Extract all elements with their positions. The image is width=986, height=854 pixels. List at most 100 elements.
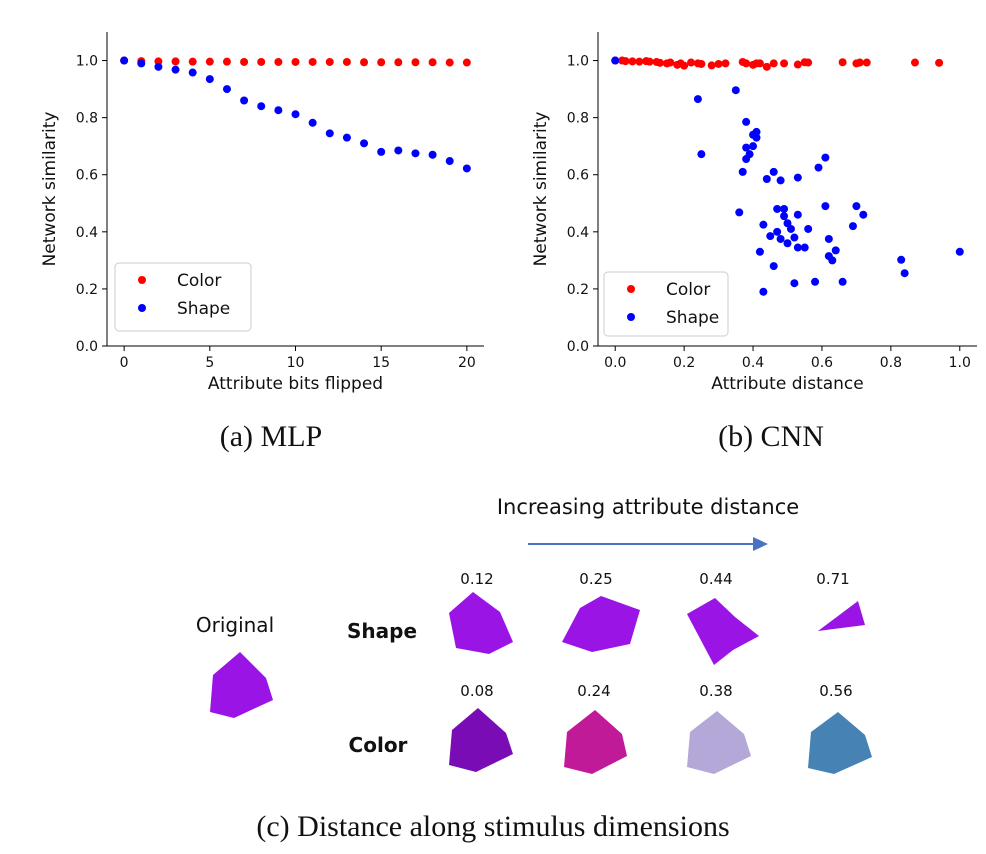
- point-color-18: [714, 59, 723, 68]
- point-color-27: [780, 59, 789, 68]
- caption-cnn: (b) CNN: [718, 420, 824, 453]
- point-shape-34: [793, 173, 802, 182]
- legend: [603, 271, 729, 337]
- y-tick-label-5: 1.0: [567, 54, 589, 70]
- x-tick-label-5: 1.0: [949, 355, 971, 371]
- x-tick-label-3: 15: [372, 355, 390, 371]
- point-shape-30: [790, 279, 799, 288]
- point-shape-43: [828, 256, 837, 265]
- point-shape-2: [154, 62, 163, 71]
- point-color-19: [721, 59, 730, 68]
- point-color-34: [862, 58, 871, 67]
- color-distance-1: 0.08: [460, 682, 493, 700]
- point-color-17: [411, 58, 420, 67]
- point-color-19: [445, 58, 454, 67]
- point-color-21: [742, 59, 751, 68]
- point-color-12: [325, 57, 334, 66]
- point-color-3: [171, 57, 180, 66]
- point-shape-29: [786, 224, 795, 233]
- shape-stimulus-4: [818, 601, 865, 631]
- point-color-33: [855, 58, 864, 67]
- point-shape-15: [759, 220, 768, 229]
- original-label: Original: [196, 613, 274, 637]
- x-tick-label-4: 20: [458, 355, 476, 371]
- stimulus-panel: Increasing attribute distance Original S…: [196, 495, 872, 774]
- x-tick-label-0: 0.0: [604, 355, 626, 371]
- point-shape-21: [773, 204, 782, 213]
- y-tick-label-2: 0.4: [567, 225, 589, 241]
- legend-marker-color: [138, 276, 146, 284]
- point-shape-41: [824, 234, 833, 243]
- arrow-label: Increasing attribute distance: [497, 495, 799, 519]
- point-shape-36: [804, 224, 813, 233]
- point-shape-17: [411, 149, 420, 158]
- point-shape-9: [274, 106, 283, 115]
- point-shape-4: [188, 68, 197, 77]
- point-color-35: [910, 58, 919, 67]
- point-shape-5: [205, 75, 214, 84]
- point-shape-49: [897, 255, 906, 264]
- point-color-15: [377, 58, 386, 67]
- y-tick-label-3: 0.6: [76, 168, 98, 184]
- caption-mlp: (a) MLP: [219, 420, 323, 453]
- point-shape-19: [445, 157, 454, 166]
- point-shape-25: [780, 204, 789, 213]
- color-distance-3: 0.38: [699, 682, 732, 700]
- x-tick-label-3: 0.6: [811, 355, 833, 371]
- point-shape-0: [611, 56, 620, 65]
- point-color-9: [274, 57, 283, 66]
- point-shape-3: [731, 86, 740, 95]
- point-color-5: [205, 57, 214, 66]
- point-color-36: [935, 58, 944, 67]
- color-stimulus-2: [564, 710, 627, 774]
- point-shape-22: [773, 227, 782, 236]
- point-shape-31: [790, 233, 799, 242]
- point-shape-14: [360, 139, 369, 148]
- point-shape-2: [697, 150, 706, 159]
- y-tick-label-1: 0.2: [76, 282, 98, 298]
- point-shape-15: [377, 147, 386, 156]
- point-shape-12: [325, 129, 334, 138]
- point-shape-47: [852, 202, 861, 211]
- point-shape-40: [821, 202, 830, 211]
- point-shape-13: [342, 133, 351, 142]
- x-tick-label-1: 5: [205, 355, 214, 371]
- point-shape-18: [428, 150, 437, 159]
- point-color-8: [656, 58, 665, 67]
- point-shape-39: [821, 153, 830, 162]
- point-shape-10: [291, 110, 300, 119]
- original-stimulus: [210, 652, 273, 718]
- y-tick-label-4: 0.8: [76, 111, 98, 127]
- point-color-16: [697, 59, 706, 68]
- y-tick-label-0: 0.0: [76, 339, 98, 355]
- point-shape-1: [693, 95, 702, 104]
- direction-arrow-icon: [528, 537, 768, 551]
- point-shape-20: [769, 167, 778, 176]
- point-shape-17: [762, 175, 771, 184]
- point-color-14: [360, 58, 369, 67]
- point-shape-27: [783, 239, 792, 248]
- x-axis-label: Attribute bits flipped: [208, 374, 383, 394]
- shape-distance-1: 0.12: [460, 570, 493, 588]
- x-tick-label-0: 0: [120, 355, 129, 371]
- x-tick-label-2: 10: [287, 355, 305, 371]
- point-color-24: [755, 59, 764, 68]
- point-shape-11: [308, 118, 317, 127]
- caption-stimuli: (c) Distance along stimulus dimensions: [256, 810, 730, 843]
- point-shape-6: [742, 117, 751, 126]
- point-shape-23: [776, 234, 785, 243]
- color-stimulus-4: [808, 712, 872, 774]
- shape-stimulus-1: [449, 592, 513, 654]
- point-shape-11: [749, 142, 758, 151]
- y-axis-label: Network similarity: [40, 112, 60, 267]
- point-color-18: [428, 58, 437, 67]
- shape-stimulus-2: [562, 596, 640, 652]
- point-color-8: [257, 57, 266, 66]
- point-shape-24: [776, 176, 785, 185]
- point-color-7: [240, 57, 249, 66]
- color-stimulus-3: [687, 711, 751, 774]
- shape-distance-2: 0.25: [579, 570, 612, 588]
- legend-label-shape: Shape: [177, 299, 230, 319]
- chart-cnn: 0.0 0.2 0.4 0.6 0.8 1.0 0.0 0.2 0.4 0.6 0.8 1.0 Attr…: [531, 32, 977, 394]
- point-shape-26: [780, 212, 789, 221]
